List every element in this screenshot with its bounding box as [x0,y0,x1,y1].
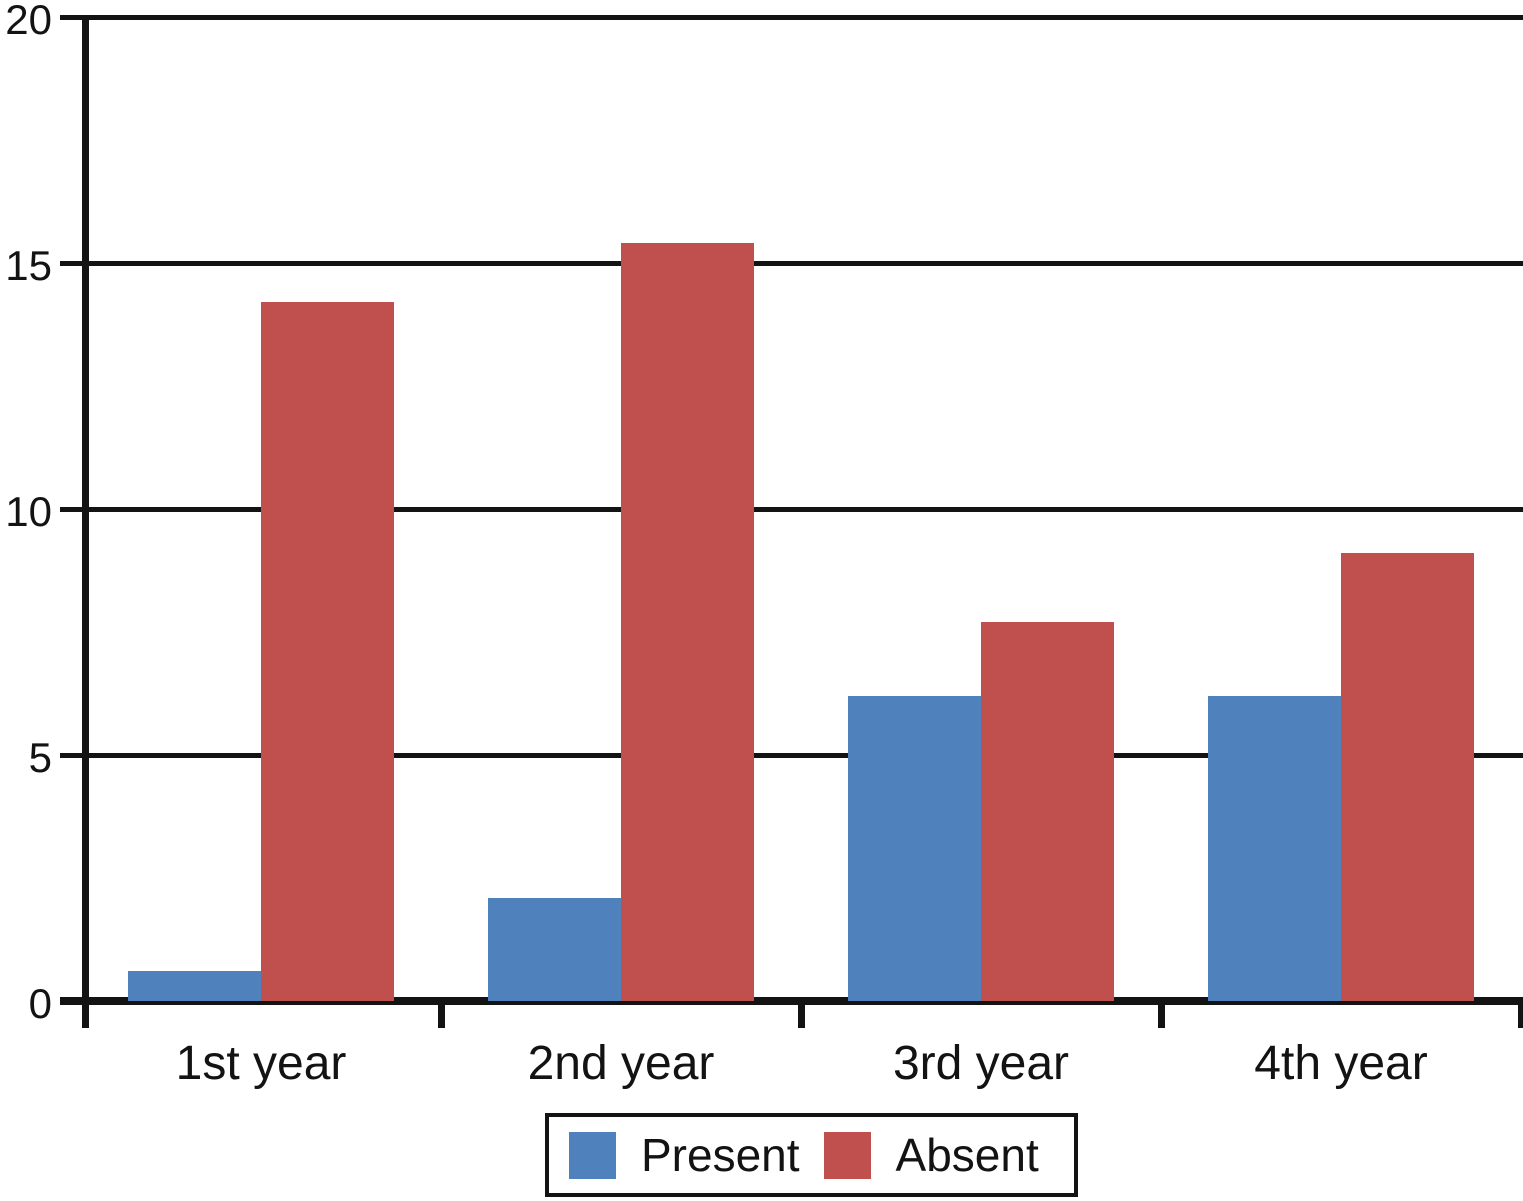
legend: Present Absent [545,1113,1078,1197]
legend-item-present: Present [569,1129,800,1181]
gridline-y-20 [60,14,1523,20]
gridline-y-5 [60,752,1523,758]
x-tick-label-1st-year: 1st year [175,1037,347,1090]
y-tick-label-15: 15 [5,242,52,289]
y-tick-label-0: 0 [28,980,52,1027]
legend-label-absent: Absent [895,1129,1039,1181]
x-tick-label-4th-year: 4th year [1254,1037,1428,1090]
legend-swatch-absent [823,1131,871,1179]
legend-label-present: Present [641,1129,800,1181]
y-tick-label-10: 10 [5,488,52,535]
x-tick-label-3rd-year: 3rd year [892,1037,1070,1090]
bar-present-2nd-year [488,897,621,1001]
y-tick-label-5: 5 [28,734,52,781]
legend-item-absent: Absent [823,1129,1039,1181]
x-axis-tick-4 [1517,1001,1523,1028]
bar-absent-2nd-year [621,243,754,1001]
bar-absent-1st-year [261,302,394,1001]
x-axis-tick-1 [437,1001,445,1028]
gridline-y-15 [60,260,1523,266]
x-axis-tick-2 [797,1001,805,1028]
bar-present-4th-year [1208,695,1341,1001]
y-axis-line [82,17,89,1028]
gridline-y-10 [60,506,1523,512]
bar-absent-4th-year [1341,553,1474,1001]
legend-swatch-present [569,1131,616,1179]
bar-absent-3rd-year [981,622,1114,1001]
y-tick-label-20: 20 [5,0,52,43]
x-axis-tick-3 [1157,1001,1165,1028]
x-tick-label-2nd-year: 2nd year [527,1037,715,1090]
bar-present-1st-year [128,971,261,1001]
bar-present-3rd-year [848,695,981,1001]
gridline-y-0 [60,997,1523,1005]
